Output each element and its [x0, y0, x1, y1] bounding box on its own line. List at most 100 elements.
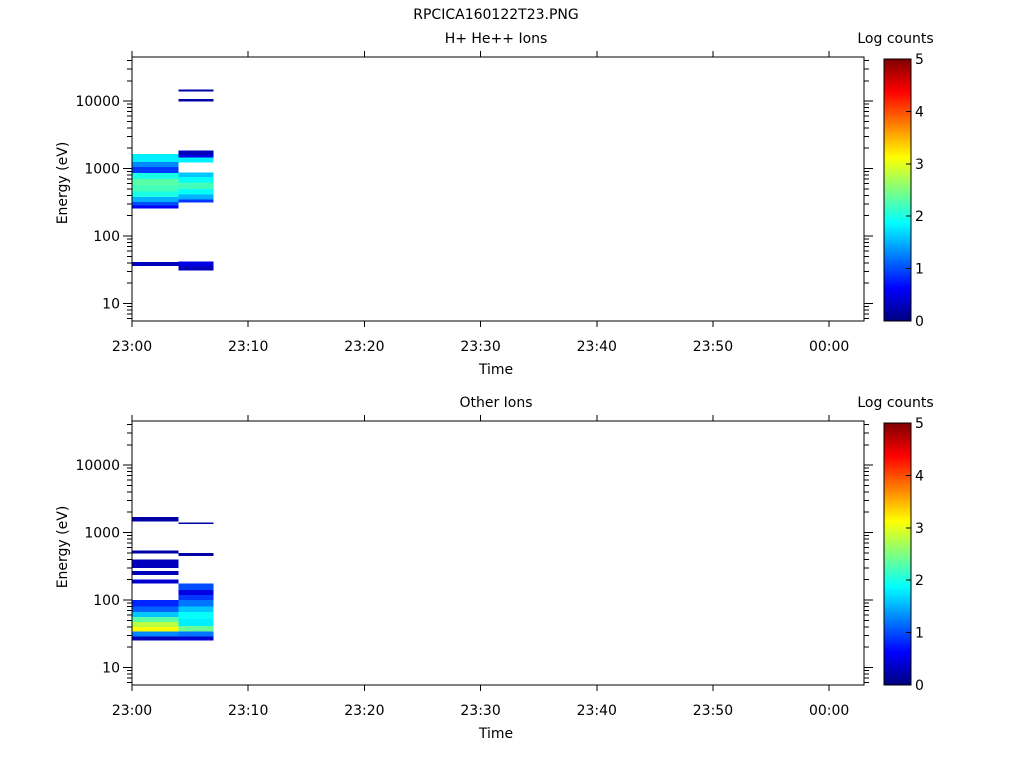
heatmap-cell: [178, 595, 214, 600]
colorbar-tick-label: 0: [915, 314, 924, 330]
x-axis-label: Time: [478, 362, 513, 378]
heatmap-cell: [132, 162, 179, 168]
heatmap-cell: [178, 188, 214, 195]
panel-title: Other Ions: [459, 395, 532, 411]
heatmap-cells: [132, 517, 214, 641]
colorbar-gradient: [883, 58, 912, 322]
colorbar-tick-label: 1: [915, 262, 924, 278]
heatmap-cell: [132, 600, 179, 607]
colorbar-tick-label: 2: [915, 573, 924, 589]
heatmap-cell: [178, 612, 214, 620]
heatmap-cell: [178, 590, 214, 596]
heatmap-cell: [132, 612, 179, 617]
y-tick-label: 1000: [84, 162, 120, 178]
colorbar-tick-label: 2: [915, 209, 924, 225]
heatmap-cell: [178, 98, 214, 102]
heatmap-cell: [178, 182, 214, 189]
y-axis: 10 100 1000 10000 Energy (eV): [55, 59, 873, 319]
heatmap-cell: [132, 622, 179, 627]
x-tick-label: 23:40: [577, 703, 617, 719]
y-tick-label: 10000: [75, 94, 120, 110]
heatmap-cell: [132, 626, 179, 632]
x-tick-label: 23:50: [693, 339, 733, 355]
heatmap-cell: [178, 619, 214, 627]
x-tick-label: 23:20: [344, 703, 384, 719]
colorbar-gradient: [883, 422, 912, 686]
heatmap-cell: [132, 517, 179, 522]
heatmap-cell: [178, 154, 214, 158]
heatmap-cell: [178, 626, 214, 632]
y-tick-label: 1000: [84, 526, 120, 542]
plot-frame: [131, 56, 865, 322]
x-tick-label: 23:10: [228, 339, 268, 355]
heatmap-cell: [132, 185, 179, 192]
heatmap-cell: [132, 617, 179, 623]
heatmap-cell: [132, 636, 179, 641]
heatmap-cell: [178, 265, 214, 271]
colorbar-tick-label: 3: [915, 521, 924, 537]
heatmap-cell: [132, 559, 179, 568]
heatmap-cell: [132, 606, 179, 613]
y-axis: 10 100 1000 10000 Energy (eV): [55, 423, 873, 683]
heatmap-cell: [178, 89, 214, 92]
heatmap-cell: [178, 194, 214, 200]
heatmap-cell: [178, 606, 214, 613]
heatmap-cell: [178, 157, 214, 163]
heatmap-cell: [132, 550, 179, 554]
heatmap-cell: [132, 167, 179, 173]
panels: H+ He++ Ions 23:00 23:10 23:20 23:30 23:40 23:…: [55, 31, 934, 742]
heatmap-cell: [178, 600, 214, 607]
heatmap-cell: [178, 631, 214, 637]
heatmap-cell: [132, 153, 179, 162]
x-tick-label: 00:00: [809, 703, 849, 719]
heatmap-cell: [178, 150, 214, 155]
x-tick-label: 23:40: [577, 339, 617, 355]
heatmap-cell: [178, 552, 214, 556]
heatmap-cell: [132, 570, 179, 575]
heatmap-cell: [178, 172, 214, 177]
heatmap-cell: [132, 191, 179, 197]
x-tick-label: 23:00: [112, 339, 152, 355]
heatmap-cell: [132, 196, 179, 202]
figure-title: RPCICA160122T23.PNG: [413, 7, 578, 23]
colorbar-label: Log counts: [857, 395, 933, 411]
heatmap-cells: [132, 89, 214, 271]
heatmap-cell: [132, 205, 179, 209]
colorbar-tick-label: 4: [915, 104, 924, 120]
x-tick-label: 23:30: [460, 703, 500, 719]
colorbar-tick-label: 3: [915, 157, 924, 173]
y-tick-label: 10: [102, 660, 120, 676]
heatmap-cell: [132, 173, 179, 179]
colorbar-tick-label: 4: [915, 468, 924, 484]
heatmap-cell: [178, 522, 214, 525]
panel-2: Other Ions 23:00 23:10 23:20 23:30 23:40 23:50…: [55, 395, 934, 742]
x-tick-label: 23:10: [228, 703, 268, 719]
heatmap-cell: [132, 262, 179, 266]
x-axis: 23:00 23:10 23:20 23:30 23:40 23:50 00:00 Time: [112, 415, 849, 742]
y-tick-label: 100: [93, 593, 120, 609]
colorbar-tick-label: 0: [915, 678, 924, 694]
y-tick-label: 10000: [75, 458, 120, 474]
heatmap-cell: [178, 636, 214, 641]
x-axis: 23:00 23:10 23:20 23:30 23:40 23:50 00:00 Time: [112, 51, 849, 378]
x-tick-label: 23:30: [460, 339, 500, 355]
colorbar-tick-label: 5: [915, 416, 924, 432]
panel-title: H+ He++ Ions: [445, 31, 548, 47]
y-axis-label: Energy (eV): [55, 142, 71, 225]
heatmap-cell: [132, 631, 179, 637]
plot-frame: [131, 420, 865, 686]
heatmap-cell: [132, 201, 179, 206]
heatmap-cell: [132, 579, 179, 584]
x-tick-label: 23:50: [693, 703, 733, 719]
heatmap-cell: [178, 199, 214, 203]
heatmap-cell: [178, 261, 214, 266]
colorbar: 0 1 2 3 4 5 Log counts: [857, 31, 933, 330]
colorbar-label: Log counts: [857, 31, 933, 47]
y-tick-label: 100: [93, 229, 120, 245]
colorbar: 0 1 2 3 4 5 Log counts: [857, 395, 933, 694]
heatmap-cell: [132, 179, 179, 186]
colorbar-tick-label: 1: [915, 626, 924, 642]
colorbar-tick-label: 5: [915, 52, 924, 68]
